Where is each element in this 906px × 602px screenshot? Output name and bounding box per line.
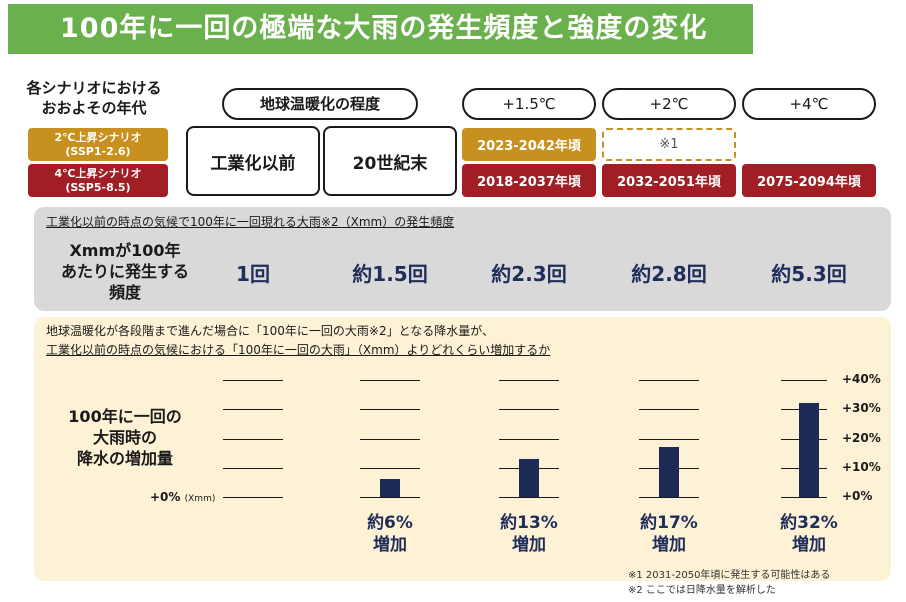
increase-caption-line2: 工業化以前の時点の気候における「100年に一回の大雨」（Xmm）よりどれくらい増…	[46, 343, 551, 357]
baseline-value: +0%	[150, 490, 181, 504]
freq-value-2: 約2.8回	[631, 262, 707, 286]
inc-label-4: 約32% 増加	[780, 513, 838, 555]
page-title: 100年に一回の極端な大雨の発生頻度と強度の変化	[8, 4, 753, 54]
level-preindustrial: 工業化以前	[186, 126, 320, 196]
warming-header: 地球温暖化の程度	[222, 88, 418, 120]
scenario-ssp585-label: 4℃上昇シナリオ (SSP5-8.5)	[28, 164, 168, 197]
increase-panel	[34, 317, 891, 581]
freq-value-preindustrial: 1回	[236, 262, 270, 286]
level-20th-century: 20世紀末	[323, 126, 457, 196]
period-ssp585-4: 2075-2094年頃	[742, 164, 876, 197]
period-ssp585-1-5: 2018-2037年頃	[462, 164, 596, 197]
freq-value-1-5: 約2.3回	[491, 262, 567, 286]
freq-value-4: 約5.3回	[771, 262, 847, 286]
inc-label-2: 約17% 増加	[640, 513, 698, 555]
scenario-ssp585-line2: (SSP5-8.5)	[65, 180, 131, 194]
scenario-ssp126-line2: (SSP1-2.6)	[65, 144, 131, 158]
frequency-caption: 工業化以前の時点の気候で100年に一回現れる大雨※2（Xmm）の発生頻度	[46, 215, 455, 229]
level-2-pill: +2℃	[602, 88, 736, 120]
inc-label-1-5: 約13% 増加	[500, 513, 558, 555]
scenario-header: 各シナリオにおける おおよその年代	[26, 79, 162, 117]
scenario-ssp585-line1: 4℃上昇シナリオ	[54, 166, 142, 180]
footnote-1: ※1 2031-2050年頃に発生する可能性はある	[628, 570, 831, 581]
scenario-ssp126-label: 2℃上昇シナリオ (SSP1-2.6)	[28, 128, 168, 161]
frequency-panel	[34, 207, 891, 311]
footnote-2: ※2 ここでは日降水量を解析した	[628, 585, 776, 596]
period-ssp126-2-note: ※1	[602, 128, 736, 161]
scenario-ssp126-line1: 2℃上昇シナリオ	[54, 130, 142, 144]
inc-label-20th-century: 約6% 増加	[367, 513, 413, 555]
freq-value-20th-century: 約1.5回	[352, 262, 428, 286]
increase-caption-line1: 地球温暖化が各段階まで進んだ場合に「100年に一回の大雨※2」となる降水量が、	[46, 324, 494, 338]
baseline-label: +0% (Xmm)	[150, 490, 215, 504]
frequency-row-label: Xmmが100年 あたりに発生する 頻度	[60, 241, 189, 302]
level-4-pill: +4℃	[742, 88, 876, 120]
level-1-5-pill: +1.5℃	[462, 88, 596, 120]
period-ssp585-2: 2032-2051年頃	[602, 164, 736, 197]
note-ref-1: ※1	[659, 137, 679, 152]
period-ssp126-1-5: 2023-2042年頃	[462, 128, 596, 161]
increase-row-label: 100年に一回の 大雨時の 降水の増加量	[68, 407, 182, 468]
baseline-unit: (Xmm)	[184, 494, 216, 504]
